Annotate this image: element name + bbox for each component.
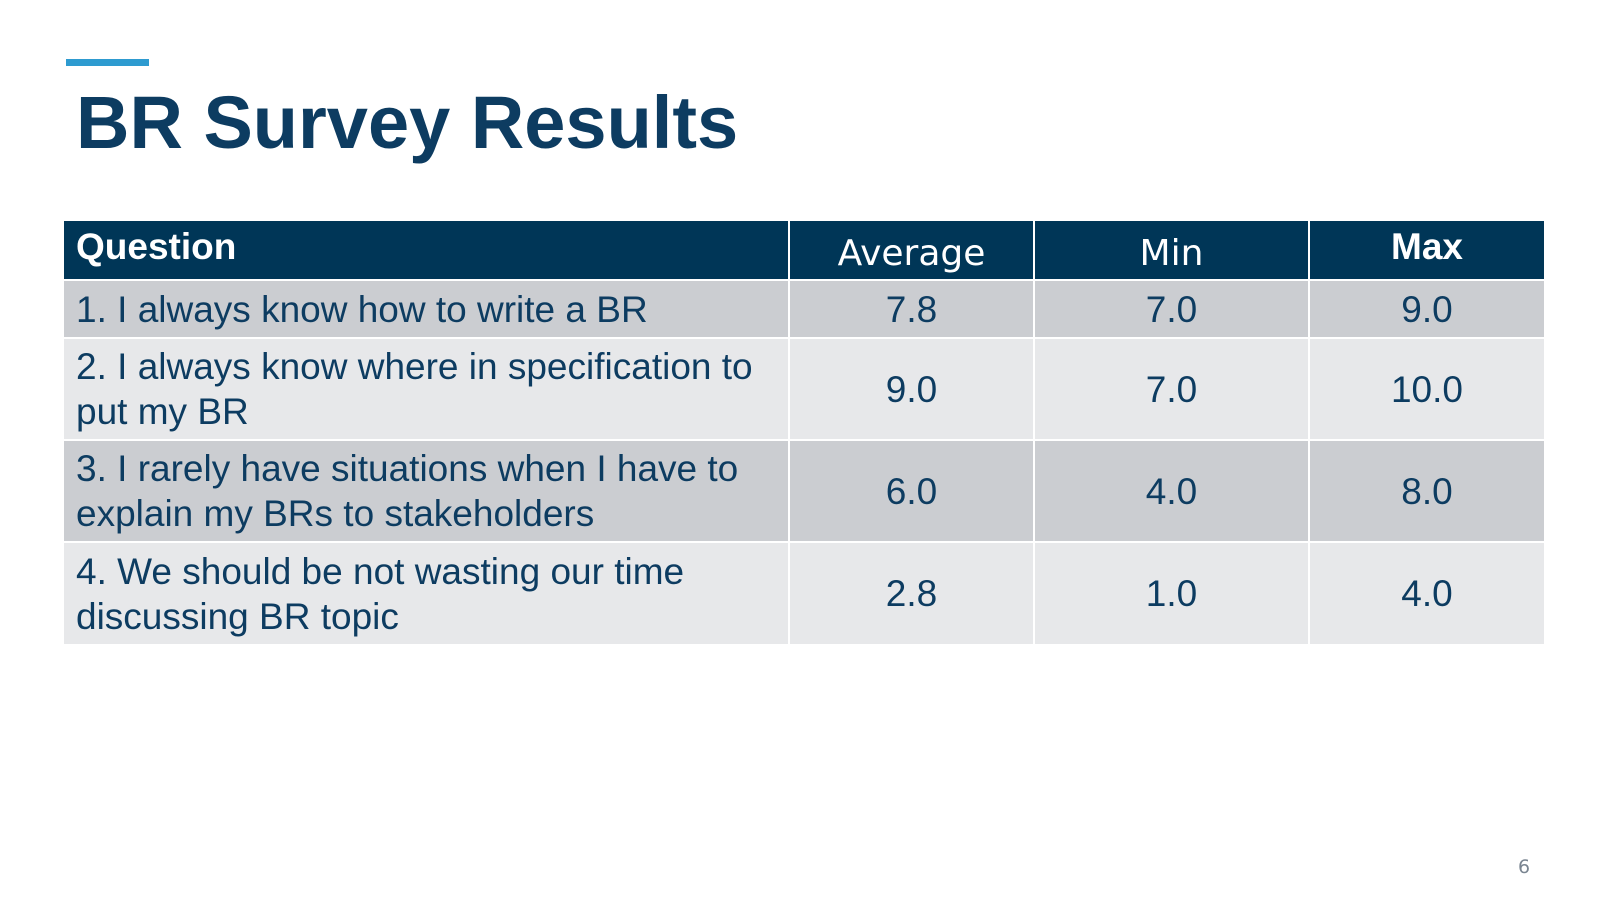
max-cell: 9.0 <box>1309 280 1544 339</box>
question-cell: 4. We should be not wasting our time dis… <box>64 542 790 644</box>
max-cell: 10.0 <box>1309 338 1544 441</box>
header-min: Min <box>1034 221 1310 281</box>
survey-results-table: Question Average Min Max 1. I always kno… <box>64 221 1544 644</box>
table-row: 2. I always know where in specification … <box>64 338 1544 441</box>
question-cell: 2. I always know where in specification … <box>64 338 790 441</box>
header-average: Average <box>789 221 1035 281</box>
min-cell: 7.0 <box>1034 338 1310 441</box>
table-row: 1. I always know how to write a BR 7.8 7… <box>64 280 1544 339</box>
average-cell: 7.8 <box>789 280 1035 339</box>
average-cell: 2.8 <box>789 542 1035 644</box>
min-cell: 4.0 <box>1034 440 1310 543</box>
min-cell: 1.0 <box>1034 542 1310 644</box>
table-row: 4. We should be not wasting our time dis… <box>64 542 1544 644</box>
question-cell: 3. I rarely have situations when I have … <box>64 440 790 543</box>
header-max: Max <box>1309 221 1544 281</box>
page-number: 6 <box>1518 856 1531 878</box>
average-cell: 9.0 <box>789 338 1035 441</box>
max-cell: 4.0 <box>1309 542 1544 644</box>
average-cell: 6.0 <box>789 440 1035 543</box>
table-header-row: Question Average Min Max <box>64 221 1544 281</box>
question-cell: 1. I always know how to write a BR <box>64 280 790 339</box>
title-accent-bar <box>66 59 149 66</box>
header-question: Question <box>64 221 790 281</box>
slide-title: BR Survey Results <box>76 81 739 164</box>
min-cell: 7.0 <box>1034 280 1310 339</box>
table-row: 3. I rarely have situations when I have … <box>64 440 1544 543</box>
max-cell: 8.0 <box>1309 440 1544 543</box>
